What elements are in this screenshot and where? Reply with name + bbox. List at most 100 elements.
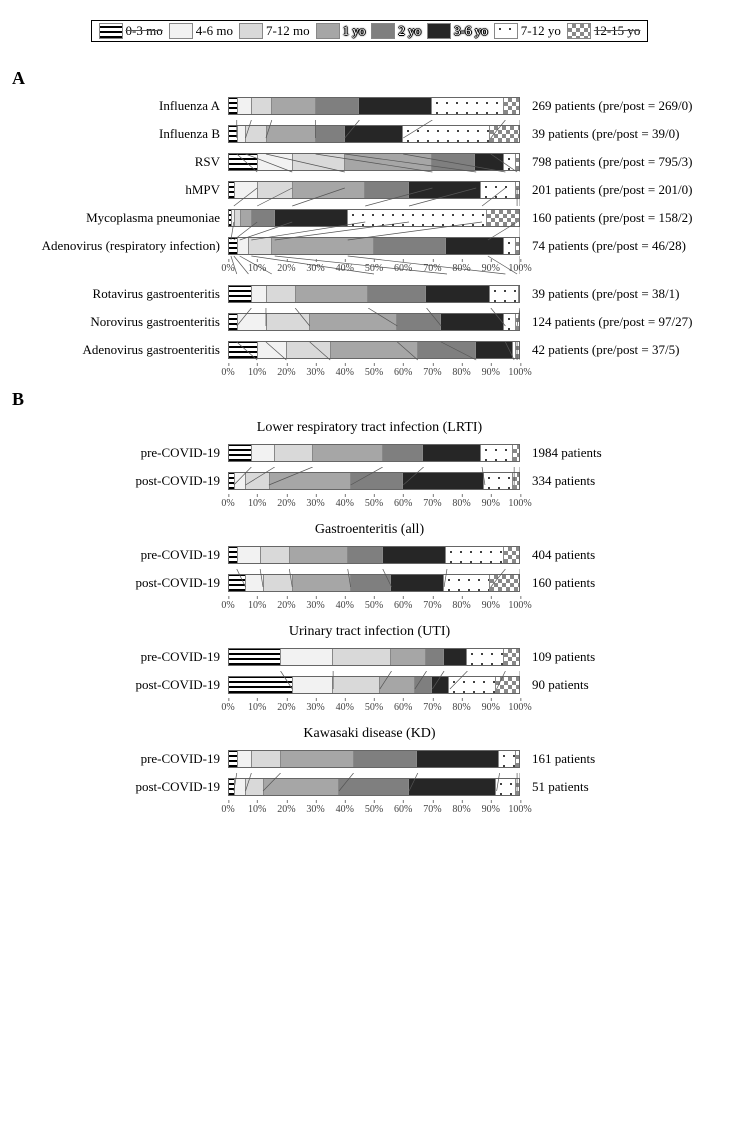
axis-tick: 70% [423,263,441,274]
bar-segment [417,751,498,767]
axis-tick: 80% [452,702,470,713]
bar-segment [423,445,481,461]
axis-tick: 90% [482,498,500,509]
legend-label: 12-15 yo [594,23,641,39]
bar-segment [238,547,261,563]
chart-group: Gastroenteritis (all)pre-COVID-19404 pat… [10,522,729,614]
row-label: post-COVID-19 [10,575,228,591]
legend-swatch [239,23,263,39]
legend-label: 4-6 mo [196,23,233,39]
bar-segment [272,98,316,114]
legend-label: 2 yo [398,23,421,39]
legend-label: 7-12 mo [266,23,310,39]
legend-swatch [494,23,518,39]
bar-segment [504,98,519,114]
axis-tick: 90% [482,367,500,378]
row-label: Norovirus gastroenteritis [10,314,228,330]
rows-wrap: pre-COVID-19109 patientspost-COVID-1990 … [10,646,729,696]
bar-segment [383,445,424,461]
legend-item: 12-15 yo [567,23,641,39]
legend-label: 7-12 yo [521,23,561,39]
stacked-bar [228,750,520,768]
row-annotation: 39 patients (pre/post = 39/0) [520,126,679,142]
bar-segment [391,649,426,665]
row-label: post-COVID-19 [10,779,228,795]
bar-segment [348,547,383,563]
rows-wrap: Influenza A269 patients (pre/post = 269/… [10,95,729,257]
axis-tick: 0% [221,804,234,815]
axis-tick: 50% [365,702,383,713]
bar-segment [229,98,238,114]
bar-segment [275,445,313,461]
bar-segment [229,286,252,302]
bar-segment [229,751,238,767]
axis-tick: 90% [482,600,500,611]
axis-tick: 40% [336,263,354,274]
row-annotation: 39 patients (pre/post = 38/1) [520,286,679,302]
bar-segment [281,649,333,665]
bar-segment [354,751,418,767]
row-label: Rotavirus gastroenteritis [10,286,228,302]
row-label: post-COVID-19 [10,677,228,693]
legend-label: 1 yo [343,23,366,39]
axis-tick: 30% [306,702,324,713]
axis-tick: 50% [365,600,383,611]
bar-segment [504,547,519,563]
axis-tick: 30% [306,600,324,611]
axis-tick: 70% [423,498,441,509]
stacked-bar [228,648,520,666]
axis-tick: 30% [306,498,324,509]
row-annotation: 109 patients [520,649,595,665]
axis-tick: 50% [365,498,383,509]
chart-title: Lower respiratory tract infection (LRTI) [10,420,729,436]
bar-segment [238,98,253,114]
chart-row: pre-COVID-19 109 patients [10,646,729,668]
axis-tick: 80% [452,367,470,378]
bar-segment [359,98,432,114]
bar-segment [252,286,267,302]
legend-box: 0-3 mo4-6 mo7-12 mo1 yo2 yo3-6 yo7-12 yo… [91,20,649,42]
row-annotation: 269 patients (pre/post = 269/0) [520,98,692,114]
axis-tick: 70% [423,804,441,815]
row-annotation: 124 patients (pre/post = 97/27) [520,314,692,330]
stacked-bar [228,444,520,462]
axis-tick: 0% [221,702,234,713]
row-label: RSV [10,154,228,170]
rows-wrap: pre-COVID-191984 patientspost-COVID-1933… [10,442,729,492]
axis-tick: 30% [306,263,324,274]
panel-label: A [12,68,729,89]
stacked-bar [228,97,520,115]
axis-tick: 60% [394,498,412,509]
x-axis: 0%10%20%30%40%50%60%70%80%90%100% [10,702,729,716]
legend: 0-3 mo4-6 mo7-12 mo1 yo2 yo3-6 yo7-12 yo… [10,20,729,60]
chart-group: Kawasaki disease (KD)pre-COVID-19161 pat… [10,726,729,818]
axis-tick: 100% [508,600,531,611]
axis-tick: 100% [508,367,531,378]
bar-segment [313,445,383,461]
chart-group: Urinary tract infection (UTI)pre-COVID-1… [10,624,729,716]
row-annotation: 404 patients [520,547,595,563]
x-axis: 0%10%20%30%40%50%60%70%80%90%100% [10,804,729,818]
bar-segment [229,445,252,461]
x-axis: 0%10%20%30%40%50%60%70%80%90%100% [10,498,729,512]
panel-label: B [12,389,729,410]
axis-tick: 70% [423,367,441,378]
bar-segment [444,649,467,665]
chart-row: pre-COVID-191984 patients [10,442,729,464]
axis-tick: 80% [452,498,470,509]
axis-tick: 10% [248,702,266,713]
legend-swatch [427,23,451,39]
axis-tick: 20% [277,367,295,378]
row-label: pre-COVID-19 [10,649,228,665]
axis-tick: 0% [221,498,234,509]
bar-segment [252,98,272,114]
rows-wrap: pre-COVID-19161 patientspost-COVID-1951 … [10,748,729,798]
legend-swatch [99,23,123,39]
row-label: Influenza B [10,126,228,142]
axis-tick: 0% [221,600,234,611]
bar-segment [229,547,238,563]
row-label: Adenovirus (respiratory infection) [10,238,228,254]
row-label: Mycoplasma pneumoniae [10,210,228,226]
axis-tick: 20% [277,498,295,509]
axis-tick: 10% [248,263,266,274]
